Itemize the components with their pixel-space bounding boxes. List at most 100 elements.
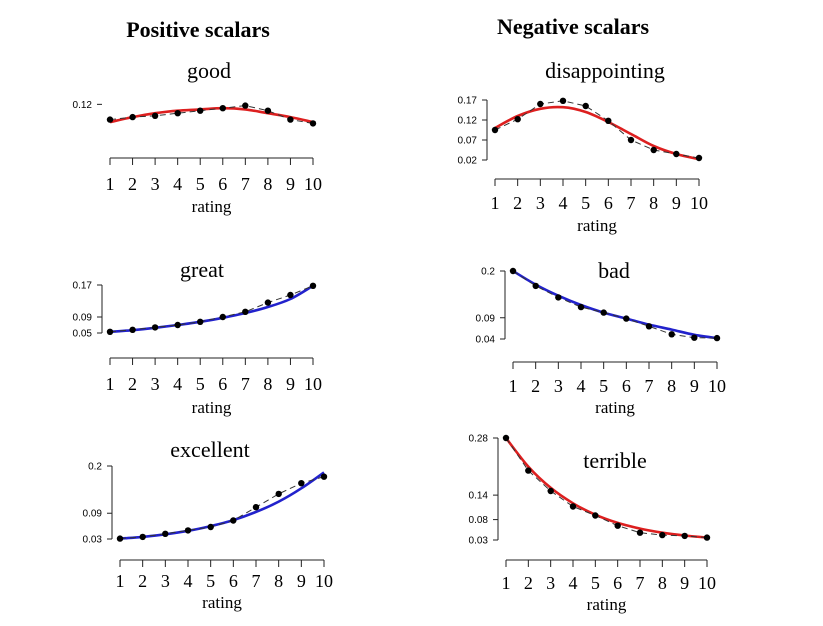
x-tick-label: 5 <box>581 193 590 213</box>
chart-title: excellent <box>170 437 249 462</box>
data-point <box>287 291 294 299</box>
chart-title: good <box>187 58 231 83</box>
x-tick-label: 8 <box>263 374 272 394</box>
data-point <box>197 107 204 114</box>
x-tick-label: 9 <box>286 374 295 394</box>
data-point <box>569 503 577 510</box>
x-tick-label: 5 <box>196 374 205 394</box>
data-point <box>623 315 630 322</box>
y-tick-label: 0.17 <box>73 281 93 292</box>
y-tick-label: 0.02 <box>458 156 478 167</box>
data-point <box>509 267 517 275</box>
data-point <box>691 334 698 341</box>
y-tick-label: 0.09 <box>73 313 93 324</box>
data-point <box>582 102 589 110</box>
data-point <box>162 530 169 537</box>
x-tick-label: 6 <box>604 193 613 213</box>
x-tick-label: 9 <box>690 376 699 396</box>
y-tick-label: 0.2 <box>481 267 495 278</box>
y-tick-label: 0.03 <box>83 535 103 546</box>
x-axis-label: rating <box>202 593 242 612</box>
x-tick-label: 2 <box>531 376 540 396</box>
data-point <box>645 323 653 330</box>
x-tick-label: 4 <box>559 193 568 213</box>
observed-line <box>512 270 718 339</box>
x-tick-label: 2 <box>524 573 533 593</box>
data-point <box>532 282 539 290</box>
y-tick-label: 0.17 <box>458 96 478 107</box>
x-tick-label: 4 <box>184 571 193 591</box>
x-tick-label: 4 <box>577 376 586 396</box>
x-tick-label: 2 <box>138 571 147 591</box>
data-point <box>659 531 666 539</box>
data-point <box>242 308 249 315</box>
x-axis-label: rating <box>192 398 232 417</box>
x-tick-label: 10 <box>304 174 322 194</box>
y-tick-label: 0.2 <box>88 462 102 473</box>
x-tick-label: 3 <box>554 376 563 396</box>
x-tick-label: 1 <box>116 571 125 591</box>
x-tick-label: 10 <box>698 573 716 593</box>
data-point <box>151 324 159 331</box>
observed-line <box>494 100 700 159</box>
chart-excellent: excellent 0.2 0.09 0.03 1 2 3 4 5 6 7 8 9 10 rating <box>83 437 333 612</box>
fit-curve <box>109 284 314 334</box>
data-point <box>514 116 521 123</box>
negative-scalars-header: Negative scalars <box>497 14 650 39</box>
positive-scalars-header: Positive scalars <box>126 17 270 42</box>
data-point <box>577 303 585 311</box>
x-tick-label: 1 <box>502 573 511 593</box>
x-tick-label: 8 <box>658 573 667 593</box>
chart-title: bad <box>598 258 630 283</box>
x-tick-label: 7 <box>252 571 261 591</box>
data-point <box>525 467 532 474</box>
data-point <box>703 534 711 541</box>
data-point <box>650 146 657 154</box>
x-tick-label: 7 <box>241 374 250 394</box>
x-tick-label: 7 <box>645 376 654 396</box>
fit-curve <box>119 471 325 540</box>
data-point <box>174 321 181 329</box>
x-axis-label: rating <box>595 398 635 417</box>
x-tick-label: 8 <box>263 174 272 194</box>
fit-curve <box>504 437 708 539</box>
x-tick-label: 9 <box>286 174 295 194</box>
data-point <box>106 328 114 335</box>
data-point <box>184 527 192 534</box>
observed-line <box>109 105 314 124</box>
data-point <box>636 529 644 536</box>
data-point <box>242 102 249 109</box>
data-point <box>151 112 159 120</box>
y-tick-label: 0.05 <box>73 329 93 340</box>
y-tick-label: 0.09 <box>476 313 496 324</box>
x-tick-label: 6 <box>218 174 227 194</box>
data-point <box>600 309 607 316</box>
x-axis-label: rating <box>587 595 627 614</box>
fit-curve <box>494 105 700 161</box>
data-point <box>207 523 214 531</box>
data-point <box>129 326 136 333</box>
y-tick-label: 0.14 <box>469 491 489 502</box>
data-point <box>673 150 680 158</box>
x-tick-label: 1 <box>106 374 115 394</box>
data-point <box>309 282 317 289</box>
x-tick-label: 10 <box>315 571 333 591</box>
x-tick-label: 4 <box>173 374 182 394</box>
x-tick-label: 10 <box>708 376 726 396</box>
chart-great: great 0.17 0.09 0.05 1 2 3 4 5 6 7 8 9 10 rating <box>73 257 322 417</box>
x-axis-label: rating <box>192 197 232 216</box>
y-tick-label: 0.07 <box>458 136 478 147</box>
x-tick-label: 5 <box>599 376 608 396</box>
x-tick-label: 3 <box>161 571 170 591</box>
y-tick-label: 0.08 <box>469 515 489 526</box>
data-point <box>502 434 510 442</box>
x-tick-label: 2 <box>128 174 137 194</box>
x-tick-label: 1 <box>106 174 115 194</box>
chart-bad: bad 0.2 0.09 0.04 1 2 3 4 5 6 7 8 9 10 rating <box>476 258 726 417</box>
data-point <box>129 113 136 121</box>
x-tick-label: 9 <box>680 573 689 593</box>
x-tick-label: 6 <box>613 573 622 593</box>
data-point <box>298 480 305 487</box>
data-point <box>592 512 599 519</box>
